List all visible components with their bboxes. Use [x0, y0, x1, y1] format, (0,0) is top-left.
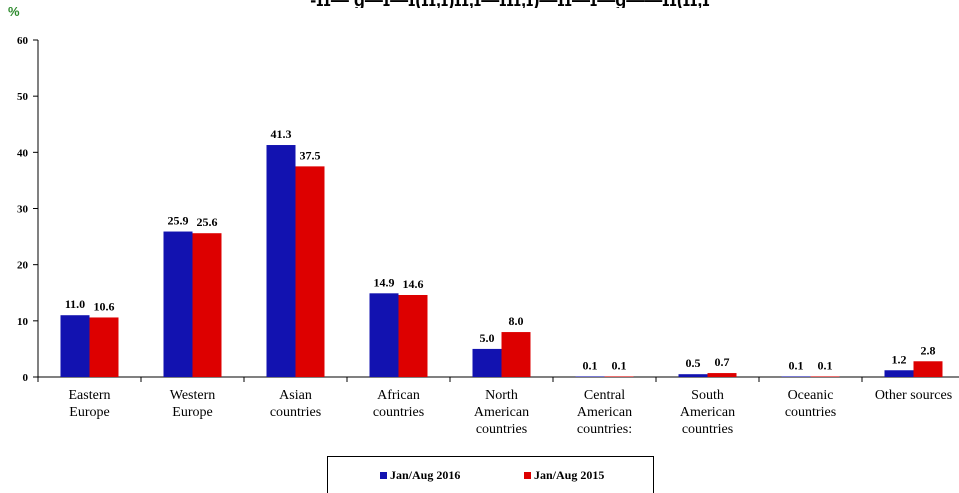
y-tick-label: 40 — [17, 147, 29, 159]
bar-series-2 — [913, 361, 943, 377]
y-tick-label: 30 — [17, 204, 29, 216]
data-label-series-1: 25.9 — [168, 214, 189, 228]
data-label-series-1: 5.0 — [480, 331, 495, 345]
x-tick-label: Western Europe — [170, 388, 216, 420]
x-tick-label: African countries — [373, 388, 424, 420]
legend-item-series-2: Jan/Aug 2015 — [524, 468, 604, 483]
bar-series-1 — [472, 348, 502, 377]
data-label-series-2: 0.1 — [612, 358, 627, 372]
bar-series-2 — [295, 166, 325, 377]
data-label-series-1: 1.2 — [892, 352, 907, 366]
bar-series-2 — [89, 317, 119, 377]
bar-series-2 — [810, 376, 840, 377]
y-tick-label: 60 — [17, 35, 29, 47]
x-tick-label: North American countries — [474, 388, 529, 437]
data-label-series-1: 41.3 — [271, 127, 292, 141]
bar-series-1 — [575, 376, 605, 377]
legend-item-series-1: Jan/Aug 2016 — [380, 468, 460, 483]
legend-swatch-series-2 — [524, 472, 531, 479]
x-tick-label: Oceanic countries — [785, 388, 836, 420]
bar-series-2 — [398, 294, 428, 377]
data-label-series-2: 0.7 — [715, 355, 730, 369]
bar-series-2 — [707, 373, 737, 377]
legend-swatch-series-1 — [380, 472, 387, 479]
bar-series-2 — [192, 233, 222, 377]
bar-series-1 — [884, 370, 914, 377]
x-tick-label: Asian countries — [270, 388, 321, 420]
y-tick-label: 0 — [23, 372, 29, 384]
data-label-series-1: 0.1 — [789, 358, 804, 372]
data-label-series-2: 37.5 — [300, 148, 321, 162]
data-label-series-1: 0.1 — [583, 358, 598, 372]
y-tick-label: 20 — [17, 260, 29, 272]
y-axis-unit-label: % — [8, 4, 20, 19]
data-label-series-2: 8.0 — [509, 314, 524, 328]
data-label-series-1: 11.0 — [65, 297, 85, 311]
y-tick-label: 10 — [17, 316, 29, 328]
data-label-series-1: 0.5 — [686, 356, 701, 370]
data-label-series-2: 0.1 — [818, 358, 833, 372]
bar-series-1 — [781, 376, 811, 377]
bar-series-2 — [501, 332, 531, 377]
legend-label-series-1: Jan/Aug 2016 — [390, 468, 461, 482]
bar-series-2 — [604, 376, 634, 377]
bar-series-1 — [163, 231, 193, 377]
legend: Jan/Aug 2016 Jan/Aug 2015 — [327, 456, 654, 493]
data-label-series-2: 2.8 — [921, 343, 936, 357]
y-tick-label: 50 — [17, 91, 29, 103]
bar-series-1 — [266, 145, 296, 377]
bar-series-1 — [60, 315, 90, 377]
legend-label-series-2: Jan/Aug 2015 — [534, 468, 605, 482]
data-label-series-2: 10.6 — [94, 299, 115, 313]
data-label-series-1: 14.9 — [374, 275, 395, 289]
x-tick-label: Other sources — [875, 388, 952, 403]
bar-series-1 — [678, 374, 708, 377]
data-label-series-2: 14.6 — [403, 277, 424, 291]
x-tick-label: South American countries — [680, 388, 735, 437]
x-tick-label: Central American countries: — [577, 388, 632, 437]
data-label-series-2: 25.6 — [197, 215, 218, 229]
chart-title-fragment: -ɪɪ— ɠ—ɪ—ɪ(ɪɪ,ɪ)ɪɪ,ɪ—ɪɪɪ,ɪ)—ɪɪ—ɪ—ɠ——ɪɪ(ɪ… — [300, 0, 720, 8]
x-tick-label: Eastern Europe — [69, 388, 111, 420]
bar-series-1 — [369, 293, 399, 377]
